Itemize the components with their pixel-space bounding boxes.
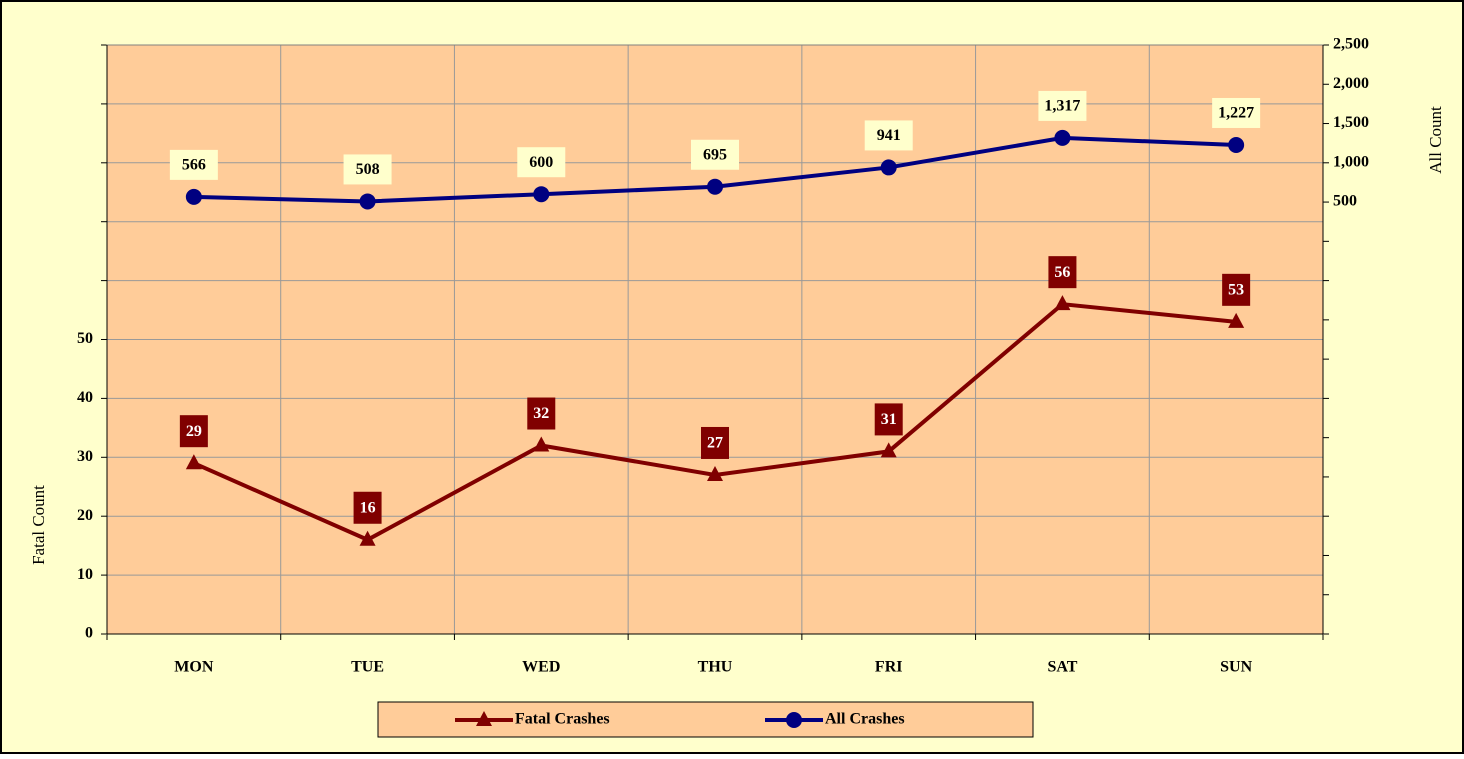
data-label: 32 xyxy=(533,405,549,422)
x-tick-label: WED xyxy=(522,659,560,676)
data-label: 53 xyxy=(1228,282,1244,299)
data-label-box xyxy=(1038,90,1087,121)
marker xyxy=(707,178,723,195)
marker xyxy=(880,159,897,176)
marker xyxy=(533,436,550,452)
y-axis-title: Fatal Count xyxy=(29,485,48,565)
marker xyxy=(1228,312,1245,328)
y-tick-label: 10 xyxy=(77,566,93,583)
data-label-box xyxy=(179,415,208,448)
x-tick-label: FRI xyxy=(875,659,903,676)
data-label: 600 xyxy=(529,154,553,171)
legend-label: All Crashes xyxy=(825,711,905,728)
y-tick-label: 20 xyxy=(77,507,93,524)
data-label-box xyxy=(1222,273,1251,306)
data-label: 941 xyxy=(877,127,901,144)
data-label-box xyxy=(691,139,739,170)
data-label-box xyxy=(517,147,566,178)
data-label: 695 xyxy=(703,146,727,163)
marker xyxy=(185,454,202,470)
data-label: 508 xyxy=(356,161,380,178)
marker xyxy=(1054,129,1071,146)
marker xyxy=(880,442,897,458)
marker xyxy=(359,530,376,546)
data-label-box xyxy=(353,491,382,524)
y2-tick-label: 1,000 xyxy=(1333,153,1369,170)
legend-marker xyxy=(476,711,492,726)
y-tick-label: 30 xyxy=(77,448,93,465)
data-label-box xyxy=(527,397,556,430)
data-label-box xyxy=(864,120,913,151)
y2-tick-label: 500 xyxy=(1333,193,1357,210)
legend-marker xyxy=(786,712,802,728)
data-label-box xyxy=(701,426,729,459)
data-label: 1,227 xyxy=(1218,105,1254,122)
data-label: 56 xyxy=(1054,264,1070,281)
data-label-box xyxy=(1212,97,1261,128)
x-tick-label: TUE xyxy=(351,659,384,676)
data-label: 31 xyxy=(881,411,897,428)
y2-tick-label: 1,500 xyxy=(1333,114,1369,131)
x-tick-label: SUN xyxy=(1220,659,1252,676)
y-tick-label: 0 xyxy=(85,625,93,642)
marker xyxy=(359,193,376,210)
y2-tick-label: 2,500 xyxy=(1333,36,1369,53)
data-label-box xyxy=(874,403,903,436)
y2-tick-label: 2,000 xyxy=(1333,75,1369,92)
marker xyxy=(1228,136,1245,153)
marker xyxy=(533,186,550,203)
data-label-box xyxy=(343,154,392,185)
marker xyxy=(185,188,202,205)
data-label: 27 xyxy=(707,435,723,452)
marker xyxy=(1054,295,1071,311)
marks xyxy=(185,129,1245,546)
x-tick-label: SAT xyxy=(1047,659,1077,676)
data-label: 16 xyxy=(360,499,376,516)
y-tick-label: 40 xyxy=(77,389,93,406)
marker xyxy=(707,465,723,481)
y-tick-label: 50 xyxy=(77,330,93,347)
x-tick-label: MON xyxy=(174,659,214,676)
y2-axis-title: All Count xyxy=(1426,106,1445,174)
x-tick-label: THU xyxy=(698,659,733,676)
data-label: 1,317 xyxy=(1044,98,1080,115)
data-label: 29 xyxy=(186,423,202,440)
data-label: 566 xyxy=(182,157,206,174)
data-label-box xyxy=(1048,256,1077,289)
legend-label: Fatal Crashes xyxy=(515,711,610,728)
data-label-box xyxy=(169,149,218,180)
